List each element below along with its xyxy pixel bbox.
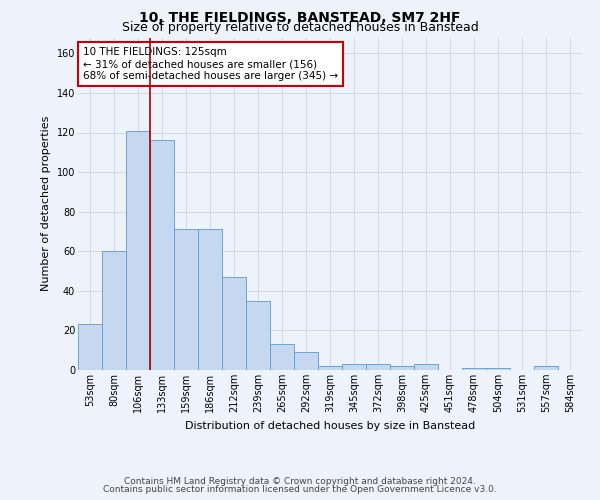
Bar	[246, 300, 270, 370]
Bar	[462, 368, 486, 370]
Bar	[486, 368, 510, 370]
Bar	[270, 344, 294, 370]
Bar	[126, 130, 150, 370]
Bar	[78, 324, 102, 370]
Bar	[390, 366, 414, 370]
Bar	[150, 140, 174, 370]
Bar	[414, 364, 438, 370]
Text: Contains public sector information licensed under the Open Government Licence v3: Contains public sector information licen…	[103, 485, 497, 494]
X-axis label: Distribution of detached houses by size in Banstead: Distribution of detached houses by size …	[185, 420, 475, 430]
Bar	[294, 352, 318, 370]
Text: 10, THE FIELDINGS, BANSTEAD, SM7 2HF: 10, THE FIELDINGS, BANSTEAD, SM7 2HF	[139, 12, 461, 26]
Bar	[174, 230, 198, 370]
Text: Size of property relative to detached houses in Banstead: Size of property relative to detached ho…	[122, 22, 478, 35]
Text: Contains HM Land Registry data © Crown copyright and database right 2024.: Contains HM Land Registry data © Crown c…	[124, 477, 476, 486]
Y-axis label: Number of detached properties: Number of detached properties	[41, 116, 51, 292]
Bar	[534, 366, 558, 370]
Bar	[102, 251, 126, 370]
Bar	[198, 230, 222, 370]
Bar	[222, 277, 246, 370]
Bar	[366, 364, 390, 370]
Bar	[342, 364, 366, 370]
Text: 10 THE FIELDINGS: 125sqm
← 31% of detached houses are smaller (156)
68% of semi-: 10 THE FIELDINGS: 125sqm ← 31% of detach…	[83, 48, 338, 80]
Bar	[318, 366, 342, 370]
